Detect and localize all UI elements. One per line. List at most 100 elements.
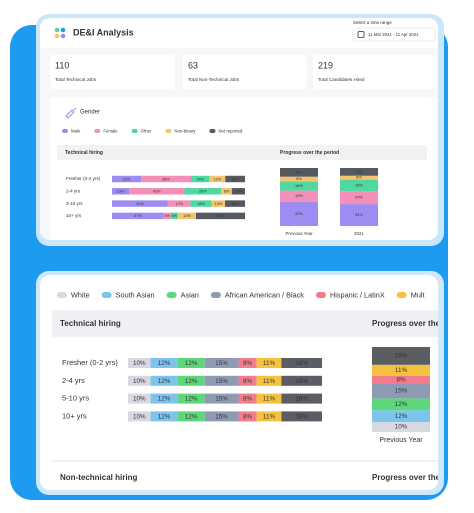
column-segment <box>372 410 430 423</box>
row-label: 3-10 yrs <box>66 201 83 206</box>
column-segment <box>340 179 378 192</box>
segment-label: 8% <box>243 360 253 367</box>
table-heading: Progress over the period <box>280 150 339 156</box>
bar-segment <box>238 375 257 386</box>
bar-segment <box>256 358 282 368</box>
bar-segment <box>204 358 239 368</box>
legend-swatch <box>166 292 177 298</box>
stat-value: 63 <box>188 60 198 70</box>
section-title: Gender <box>80 110 100 116</box>
legend-swatch <box>131 129 138 133</box>
bar-segment <box>281 358 322 368</box>
segment-label: 11% <box>395 367 408 374</box>
segment-label: 12% <box>158 396 171 403</box>
table-heading: Non-technical hiring <box>60 473 137 482</box>
bar-segment <box>177 411 205 422</box>
logo-dot <box>60 33 66 39</box>
segment-label: 8% <box>243 413 253 420</box>
segment-label: 10% <box>235 190 243 194</box>
segment-label: 5% <box>165 214 171 218</box>
segment-label: 10% <box>133 360 146 367</box>
legend-swatch <box>396 292 407 298</box>
top-content: DE&I Analysis Select a time range 11 Mar… <box>40 18 438 240</box>
segment-label: 18% <box>295 413 308 420</box>
legend-swatch <box>315 292 326 298</box>
segment-label: 18% <box>295 378 308 385</box>
bar-segment <box>221 188 232 195</box>
table-heading: Technical hiring <box>60 319 121 328</box>
segment-label: 22% <box>123 177 131 181</box>
segment-label: 15% <box>395 388 408 395</box>
segment-label: 11% <box>263 378 276 385</box>
row-label: Fresher (0-2 yrs) <box>66 176 101 181</box>
bar-segment <box>177 393 205 404</box>
column-segment <box>280 181 318 191</box>
segment-label: 12% <box>158 360 171 367</box>
app-title: DE&I Analysis <box>73 27 134 37</box>
segment-label: 12% <box>185 396 198 403</box>
legend-label: White <box>71 290 90 299</box>
segment-label: 18% <box>295 360 308 367</box>
segment-label: 12% <box>395 401 408 408</box>
column-label: Previous Year <box>379 437 423 444</box>
segment-label: 28% <box>199 190 207 194</box>
date-picker[interactable] <box>352 27 436 42</box>
segment-label: 15% <box>215 413 228 420</box>
segment-label: 6% <box>356 175 362 180</box>
bar-segment <box>211 200 226 207</box>
segment-label: 12% <box>395 413 408 420</box>
segment-label: 35% <box>217 214 225 218</box>
column-segment <box>340 168 378 176</box>
bar-segment <box>150 393 178 404</box>
segment-label: 15% <box>231 202 239 206</box>
column-segment <box>372 398 430 411</box>
legend-label: Mult <box>411 290 425 299</box>
legend-label: Female <box>103 129 118 134</box>
column-label: Previous Year <box>285 231 313 236</box>
bar-segment <box>238 411 257 422</box>
bar-segment <box>196 212 245 220</box>
logo-dot <box>60 27 66 33</box>
column-segment <box>372 347 430 365</box>
bar-segment <box>163 212 171 220</box>
bar-segment <box>177 212 196 220</box>
bar-segment <box>281 411 322 422</box>
bar-segment <box>128 358 151 368</box>
bar-segment <box>184 188 222 195</box>
bar-segment <box>128 375 151 386</box>
segment-label: 20% <box>355 195 363 200</box>
column-label: 2021 <box>354 231 364 236</box>
bar-segment <box>256 411 282 422</box>
segment-label: 8% <box>243 396 253 403</box>
segment-label: 10% <box>133 378 146 385</box>
row-label: Fresher (0-2 yrs) <box>62 358 118 367</box>
legend-swatch <box>165 129 172 133</box>
row-label: 10+ yrs <box>62 411 87 420</box>
segment-label: 18% <box>395 353 408 360</box>
row-label: 5-10 yrs <box>62 394 89 403</box>
stat-label: Total Technical Jobs <box>55 77 97 82</box>
segment-label: 34% <box>355 212 363 217</box>
legend-label: Not reported <box>218 129 242 134</box>
segment-label: 16% <box>295 183 303 188</box>
segment-label: 38% <box>162 177 170 181</box>
bar-segment <box>281 393 322 404</box>
bottom-content: Technical hiring Progress over the perio… <box>52 290 467 482</box>
segment-label: 10% <box>133 413 146 420</box>
bar-segment <box>231 188 245 195</box>
segment-label: 10% <box>215 202 223 206</box>
bar-segment <box>256 393 282 404</box>
legend-label: Non-binary <box>174 129 196 134</box>
legend-label: Asian <box>181 290 199 299</box>
segment-label: 17% <box>175 202 183 206</box>
segment-label: 13% <box>117 190 125 194</box>
bar-segment <box>128 411 151 422</box>
segment-label: 15% <box>231 177 239 181</box>
table-heading: Progress over the period <box>372 319 467 328</box>
bar-segment <box>177 358 205 368</box>
segment-label: 13% <box>183 214 191 218</box>
bar-segment <box>204 393 239 404</box>
column-segment <box>280 190 318 202</box>
segment-label: 8% <box>396 376 406 383</box>
segment-label: 42% <box>295 211 303 216</box>
